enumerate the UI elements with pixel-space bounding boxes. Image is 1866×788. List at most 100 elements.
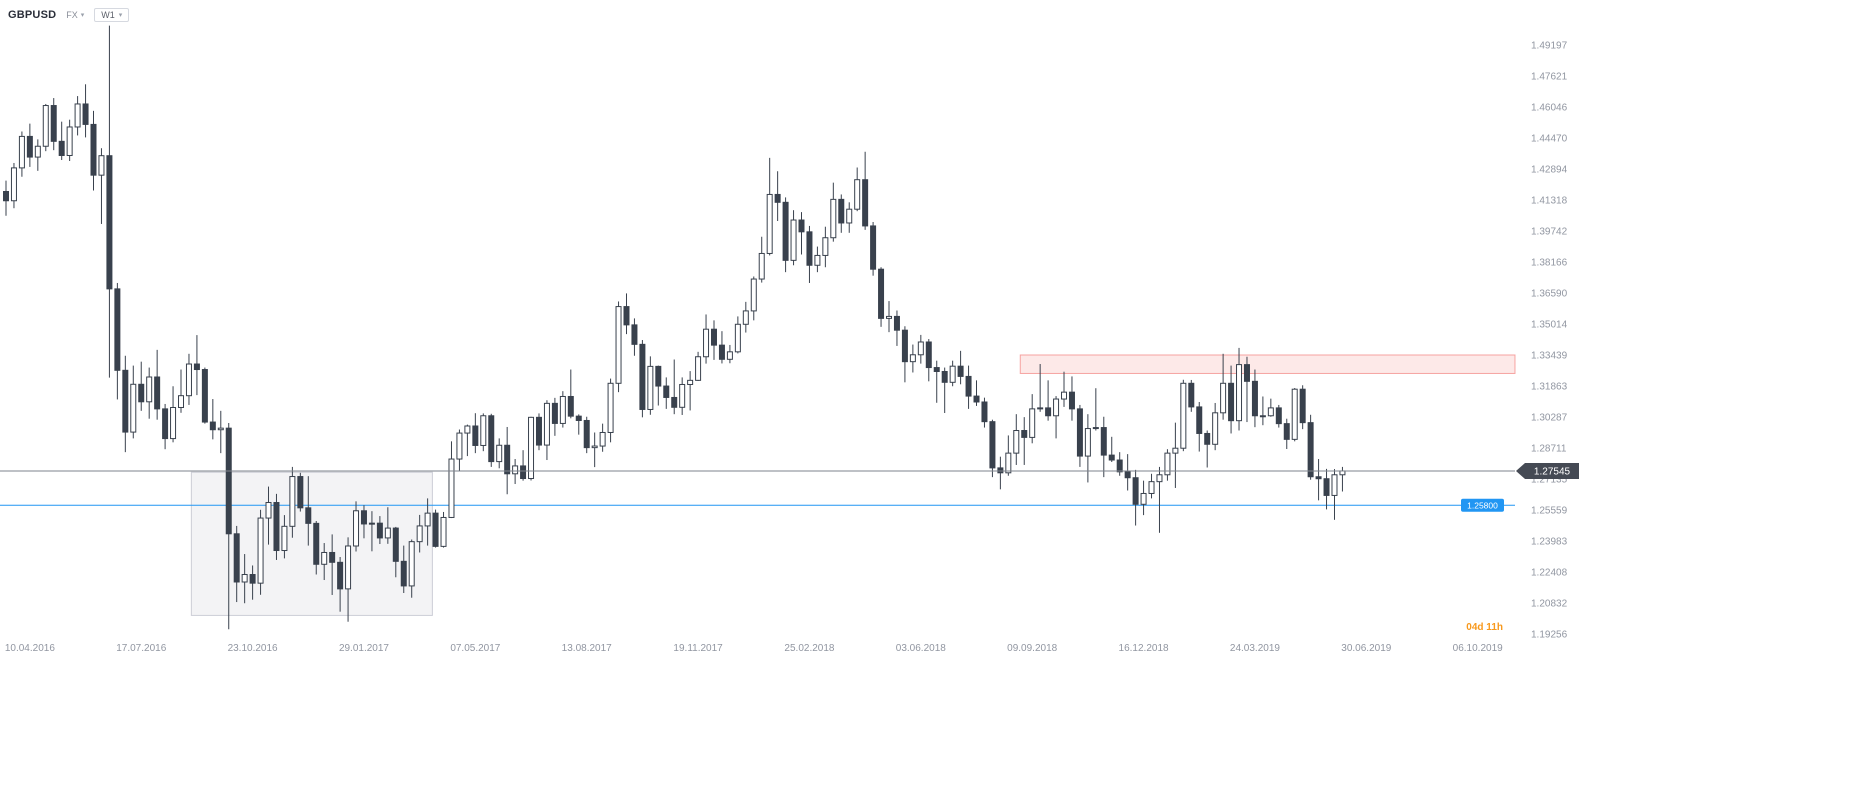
candle-down <box>989 421 996 469</box>
candle-down <box>1283 423 1290 440</box>
candle-down <box>981 401 988 423</box>
time-tick-label: 06.10.2019 <box>1453 643 1503 654</box>
candle-up <box>591 445 598 449</box>
candle-up <box>607 382 614 433</box>
alert-price-badge[interactable]: 1.25800 <box>1461 498 1504 512</box>
candle-down <box>1076 408 1083 457</box>
chevron-down-icon: ▾ <box>118 11 123 19</box>
candle-down <box>671 396 678 408</box>
candle-down <box>82 103 89 125</box>
price-tick-label: 1.36590 <box>1531 289 1568 300</box>
candle-up <box>1092 427 1099 430</box>
candle-down <box>162 408 169 440</box>
candle-down <box>639 343 646 410</box>
candle-down <box>567 395 574 417</box>
candle-up <box>281 525 288 552</box>
candle-down <box>305 507 312 524</box>
candle-up <box>949 365 956 383</box>
candle-up <box>456 432 463 460</box>
price-tick-label: 1.20832 <box>1531 598 1568 609</box>
candle-down <box>249 574 256 584</box>
candle-down <box>870 225 877 270</box>
candle-up <box>1291 388 1298 440</box>
candle-up <box>353 510 360 547</box>
time-tick-label: 23.10.2016 <box>228 643 278 654</box>
candle-up <box>257 517 264 584</box>
candle-countdown: 04d 11h <box>1466 622 1503 633</box>
candle-up <box>241 574 248 583</box>
symbol-label: GBPUSD <box>8 9 57 21</box>
time-tick-label: 25.02.2018 <box>784 643 834 654</box>
candle-down <box>1045 407 1052 417</box>
candle-down <box>360 510 367 525</box>
current-price-label: 1.27545 <box>1534 466 1571 477</box>
candles-layer <box>3 25 1346 630</box>
candle-down <box>297 476 304 509</box>
candle-down <box>400 560 407 587</box>
time-tick-label: 19.11.2017 <box>673 643 723 654</box>
candle-up <box>42 105 49 147</box>
candle-up <box>1029 408 1036 438</box>
candle-up <box>679 383 686 408</box>
candle-up <box>615 306 622 384</box>
candle-up <box>1156 474 1163 483</box>
candle-up <box>1220 382 1227 414</box>
candle-down <box>313 522 320 565</box>
candle-up <box>846 208 853 224</box>
candle-down <box>941 370 948 383</box>
price-tick-label: 1.47621 <box>1531 72 1568 83</box>
candle-up <box>1164 452 1171 476</box>
candle-up <box>734 323 741 353</box>
market-label: FX <box>66 10 78 20</box>
price-tick-label: 1.35014 <box>1531 320 1568 331</box>
candle-down <box>106 155 113 290</box>
price-tick-label: 1.23983 <box>1531 537 1568 548</box>
candle-down <box>432 512 439 547</box>
candle-down <box>233 533 240 583</box>
time-scale[interactable]: 10.04.2016 17.07.2016 23.10.2016 29.01.2017… <box>5 643 1503 654</box>
candle-down <box>1315 476 1322 480</box>
candle-down <box>1307 422 1314 478</box>
market-selector[interactable]: FX ▾ <box>66 10 84 20</box>
candle-up <box>726 351 733 360</box>
candle-up <box>1180 382 1187 449</box>
candle-down <box>623 306 630 326</box>
candle-down <box>201 369 208 423</box>
candle-up <box>408 541 415 587</box>
candle-up <box>1061 391 1068 400</box>
candle-down <box>1132 477 1139 505</box>
candle-down <box>488 415 495 463</box>
candle-up <box>528 416 535 480</box>
candle-up <box>440 516 447 547</box>
price-tick-label: 1.41318 <box>1531 195 1568 206</box>
candle-down <box>209 421 216 431</box>
candle-up <box>1084 428 1091 457</box>
timeframe-selector[interactable]: W1 ▾ <box>94 8 130 22</box>
candle-up <box>790 219 797 261</box>
price-tick-label: 1.30287 <box>1531 412 1568 423</box>
candle-up <box>368 522 375 525</box>
candle-down <box>1323 478 1330 496</box>
candle-down <box>933 367 940 372</box>
candle-up <box>1005 452 1012 474</box>
candle-up <box>448 458 455 518</box>
alert-price-label: 1.25800 <box>1467 500 1498 510</box>
candle-down <box>1188 382 1195 408</box>
price-tick-label: 1.33439 <box>1531 350 1568 361</box>
candle-up <box>170 406 177 440</box>
candle-down <box>1196 406 1203 434</box>
timeframe-label: W1 <box>101 10 115 20</box>
price-tick-label: 1.31863 <box>1531 381 1568 392</box>
price-scale[interactable]: 1.49197 1.47621 1.46046 1.44470 1.42894 1.413… <box>1531 41 1568 641</box>
candle-up <box>886 315 893 319</box>
candle-down <box>154 376 161 410</box>
candle-down <box>193 363 200 371</box>
candle-up <box>909 354 916 363</box>
candle-up <box>1236 364 1243 422</box>
candle-down <box>957 365 964 377</box>
candle-up <box>766 193 773 254</box>
resistance-zone[interactable] <box>1019 354 1516 374</box>
time-tick-label: 24.03.2019 <box>1230 643 1280 654</box>
price-tick-label: 1.28711 <box>1531 444 1567 455</box>
